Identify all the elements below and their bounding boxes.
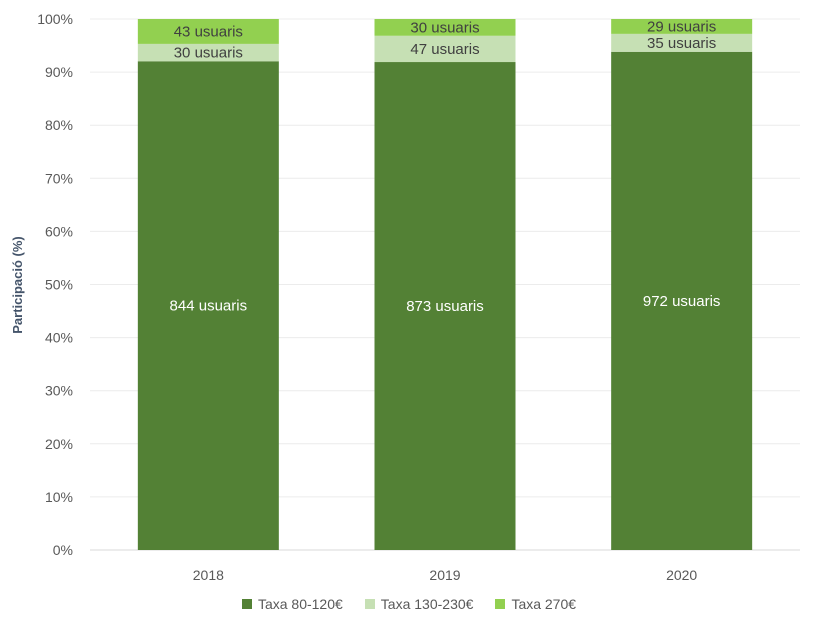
y-tick-label: 40% [45, 330, 73, 346]
y-tick-label: 80% [45, 117, 73, 133]
data-label: 43 usuaris [174, 23, 243, 40]
y-tick-label: 70% [45, 170, 73, 186]
bar-segment [611, 33, 753, 52]
bar-segment [611, 51, 753, 550]
y-tick-label: 20% [45, 436, 73, 452]
data-label: 30 usuaris [410, 19, 479, 36]
y-axis-ticks: 0% 10% 20% 30% 40% 50% 60% 70% 80% 90% 100% [37, 11, 73, 558]
y-tick-label: 30% [45, 383, 73, 399]
legend: Taxa 80-120€ Taxa 130-230€ Taxa 270€ [0, 596, 818, 612]
bar-segment [137, 43, 279, 62]
legend-item: Taxa 130-230€ [364, 596, 474, 612]
data-label: 844 usuaris [170, 298, 248, 315]
legend-swatch [241, 599, 252, 609]
y-tick-label: 60% [45, 223, 73, 239]
data-label: 30 usuaris [174, 45, 243, 62]
bar-segment [611, 19, 753, 34]
bar-segment [137, 19, 279, 44]
legend-swatch [364, 599, 375, 609]
bar-segment [137, 61, 279, 550]
y-tick-label: 10% [45, 489, 73, 505]
bar-segment [374, 19, 516, 36]
data-label: 35 usuaris [647, 35, 716, 52]
legend-item: Taxa 270€ [495, 596, 576, 612]
legend-item: Taxa 80-120€ [241, 596, 343, 612]
bar-segment [374, 62, 516, 551]
y-tick-label: 100% [37, 11, 73, 27]
data-label: 873 usuaris [406, 298, 484, 315]
stacked-bar-chart: 0% 10% 20% 30% 40% 50% 60% 70% 80% 90% 100% Partic… [10, 11, 800, 583]
segment-labels: 844 usuaris 30 usuaris 43 usuaris 873 usuar… [170, 18, 721, 315]
data-label: 47 usuaris [410, 41, 479, 58]
bar-segment [374, 35, 516, 63]
x-tick-label: 2020 [666, 567, 697, 583]
legend-label: Taxa 270€ [511, 596, 577, 612]
legend-label: Taxa 130-230€ [380, 596, 474, 612]
data-label: 29 usuaris [647, 18, 716, 35]
y-tick-label: 50% [45, 277, 73, 293]
legend-label: Taxa 80-120€ [257, 596, 343, 612]
x-axis-ticks: 2018 2019 2020 [193, 567, 698, 583]
x-tick-label: 2019 [429, 567, 460, 583]
y-tick-label: 0% [53, 542, 73, 558]
data-label: 972 usuaris [643, 293, 721, 310]
bars [137, 19, 753, 551]
legend-swatch [495, 599, 506, 609]
y-axis-title: Participació (%) [10, 236, 25, 334]
x-tick-label: 2018 [193, 567, 224, 583]
y-tick-label: 90% [45, 64, 73, 80]
